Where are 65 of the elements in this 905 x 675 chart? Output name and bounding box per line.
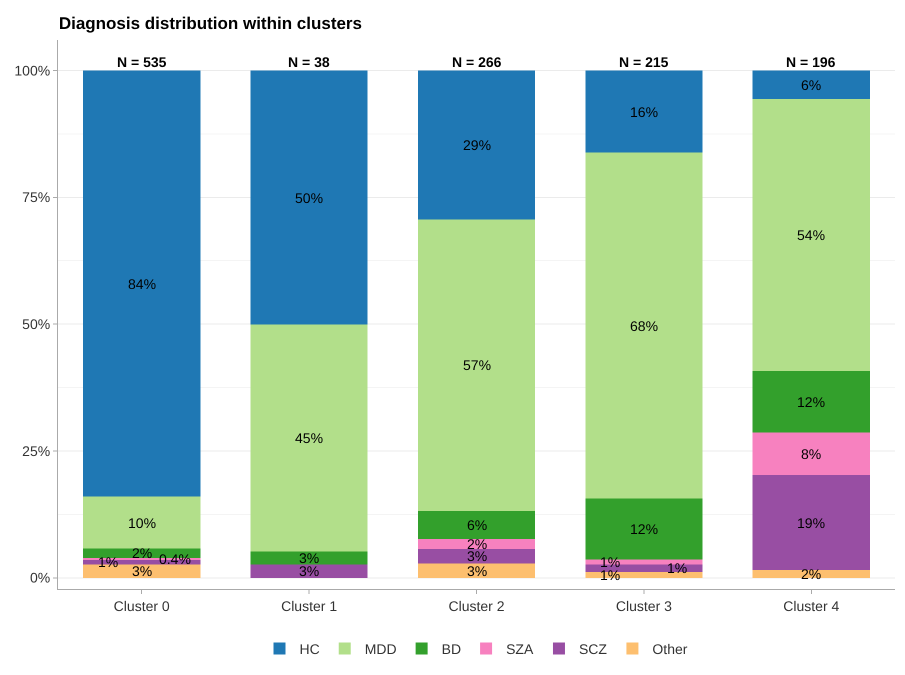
legend-label: SZA [506,640,534,657]
x-tick-label: Cluster 4 [783,598,840,614]
data-label: 45% [295,430,324,446]
data-label: 3% [132,563,152,579]
bar [418,70,536,220]
x-tick-label: Cluster 0 [114,598,170,614]
annotation: N = 266 [452,54,502,70]
bar [418,510,536,539]
bar [250,551,368,565]
bar [83,70,200,497]
bar [752,474,870,570]
data-label: 10% [128,515,156,531]
y-tick-label: 75% [22,189,50,206]
y-tick-label: 50% [22,316,50,332]
bar [418,548,536,564]
y-tick-label: 100% [14,62,50,78]
y-tick-label: 0% [30,570,50,586]
data-label: 0.4% [159,551,191,567]
x-tick-label: Cluster 1 [281,598,338,614]
bar [83,496,200,548]
data-label: 6% [801,77,822,93]
legend-label: HC [300,640,320,657]
x-tick-label: Cluster 3 [616,598,672,614]
bar [418,220,536,511]
bar [752,570,870,578]
annotation: N = 215 [619,54,669,70]
bar [418,564,536,578]
legend-label: MDD [364,640,397,657]
data-label: 3% [467,563,488,579]
data-label: 84% [128,276,156,292]
bar [250,324,368,552]
annotation: N = 196 [786,54,836,70]
legend-label: BD [442,640,462,657]
data-label: 12% [797,394,826,410]
data-label: 8% [801,446,822,462]
x-tick-label: Cluster 2 [448,598,505,614]
data-label: 2% [801,566,822,582]
bar [752,432,870,475]
legend-label: SCZ [578,640,608,657]
bar [585,152,702,499]
data-label: 57% [463,357,492,373]
data-label: 16% [630,104,658,120]
data-label: 2% [132,545,152,561]
bar [752,98,870,371]
data-label: 12% [630,521,658,537]
bar [752,370,870,433]
data-label: 3% [299,563,320,579]
annotation: N = 535 [117,54,167,70]
data-label: 6% [467,517,488,533]
legend-label: Other [652,640,688,657]
bar [418,538,536,549]
bar [250,70,368,325]
bar [250,564,368,578]
bar [752,70,870,99]
annotation: N = 38 [288,54,330,70]
data-label: 19% [797,515,826,531]
data-label: 54% [797,227,826,243]
data-label: 50% [295,190,324,206]
chart-title: Diagnosis distribution within clusters [58,14,362,33]
bar [585,70,702,153]
data-label: 1% [667,560,688,576]
data-label: 29% [463,137,492,153]
data-label: 3% [299,550,320,566]
y-tick-label: 25% [22,442,50,459]
data-label: 68% [630,318,658,334]
